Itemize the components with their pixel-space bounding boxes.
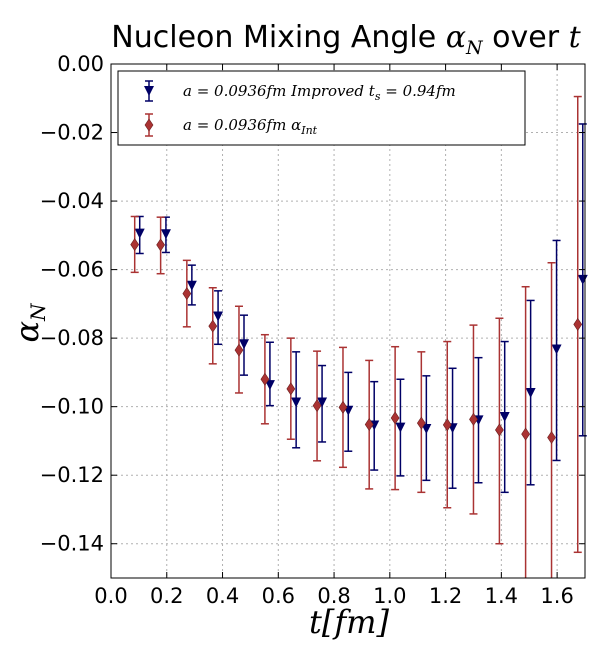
y-axis-label: αN [8, 302, 50, 343]
y-tick-label: −0.10 [40, 395, 104, 419]
y-tick-label: −0.12 [40, 463, 104, 487]
legend-entry-improved: a = 0.0936fm Improved ts = 0.94fm [144, 80, 456, 103]
point-improved [160, 229, 171, 240]
legend-box [117, 70, 526, 146]
legend-marker-alpha-int [144, 118, 154, 132]
legend: a = 0.0936fm Improved ts = 0.94fm a = 0.… [117, 70, 526, 146]
x-tick-label: 1.4 [485, 584, 518, 608]
chart-title: Nucleon Mixing Angle αN over t [111, 20, 581, 59]
legend-label-alpha-int: a = 0.0936fm αInt [183, 116, 318, 137]
point-alpha-int [286, 382, 296, 396]
point-alpha-int [390, 411, 400, 425]
point-improved [291, 397, 302, 408]
point-improved [499, 411, 510, 422]
point-improved [264, 380, 275, 391]
x-tick-label: 1.6 [540, 584, 573, 608]
point-improved [551, 344, 562, 355]
point-improved [395, 422, 406, 433]
plot-frame [110, 63, 586, 579]
point-alpha-int [338, 400, 348, 414]
point-alpha-int [573, 317, 583, 331]
point-improved [317, 397, 328, 408]
x-tick-label: 1.0 [373, 584, 406, 608]
x-tick-label: 0.0 [94, 584, 127, 608]
point-alpha-int [234, 343, 244, 357]
point-alpha-int [442, 418, 452, 432]
point-alpha-int [260, 372, 270, 386]
x-tick-label: 0.8 [317, 584, 350, 608]
point-alpha-int [364, 417, 374, 432]
point-alpha-int [130, 238, 140, 252]
legend-marker-improved [144, 86, 154, 96]
legend-label-improved: a = 0.0936fm Improved ts = 0.94fm [183, 82, 456, 103]
legend-entry-alpha-int: a = 0.0936fm αInt [144, 113, 318, 137]
series-layer [130, 95, 588, 578]
x-tick-label: 1.2 [429, 584, 462, 608]
x-axis-label: t[fm] [309, 603, 390, 641]
y-tick-label: −0.08 [40, 326, 104, 350]
y-tick-label: −0.04 [40, 189, 104, 213]
point-alpha-int [547, 430, 556, 445]
y-tick-label: 0.00 [57, 52, 104, 76]
x-tick-label: 0.4 [206, 584, 239, 608]
point-alpha-int [156, 238, 165, 252]
point-alpha-int [495, 423, 504, 437]
point-alpha-int [416, 416, 426, 430]
y-tick-label: −0.02 [40, 121, 104, 145]
point-alpha-int [312, 399, 322, 413]
ticks: 0.0 0.2 0.4 0.6 0.8 1.0 1.2 1.4 1.6 0.00 −0.02 −0.0… [40, 52, 585, 608]
point-alpha-int [208, 319, 218, 333]
point-alpha-int [182, 287, 192, 301]
point-improved [213, 311, 224, 322]
y-tick-label: −0.06 [40, 258, 104, 282]
point-improved [525, 387, 536, 398]
point-improved [238, 339, 249, 350]
y-tick-label: −0.14 [40, 532, 104, 556]
point-alpha-int [521, 427, 530, 441]
point-improved [134, 228, 145, 239]
point-improved [186, 280, 197, 291]
x-tick-label: 0.6 [262, 584, 295, 608]
point-improved [421, 423, 432, 434]
point-alpha-int [469, 412, 478, 426]
x-tick-label: 0.2 [150, 584, 183, 608]
